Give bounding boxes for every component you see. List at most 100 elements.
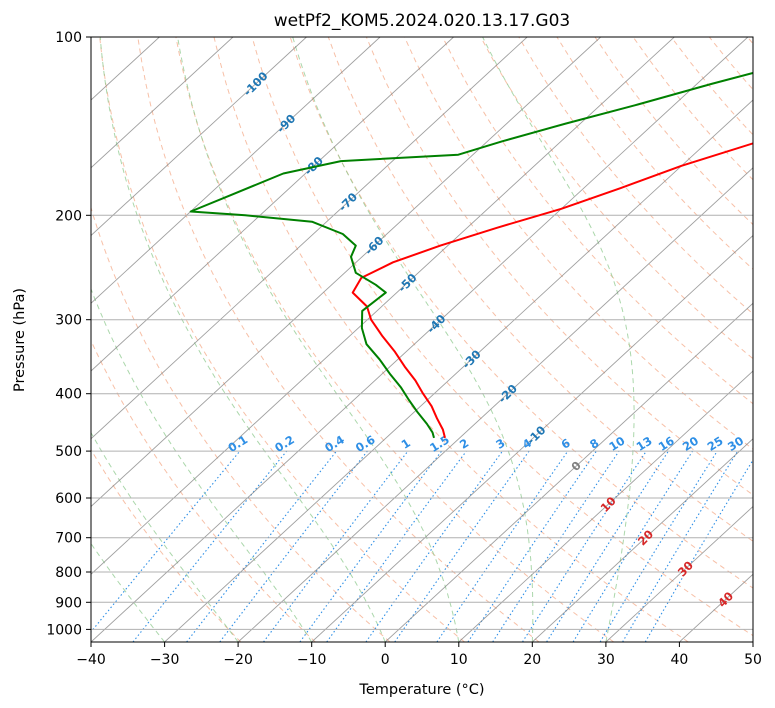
y-tick-label: 300 (55, 313, 82, 329)
isotherm-label: -60 (362, 233, 387, 258)
dry-adiabat-0 (91, 448, 242, 642)
isotherm-13 (605, 505, 753, 642)
y-tick-label: 200 (55, 208, 82, 224)
dry-adiabat-15 (556, 37, 753, 270)
isotherm-7 (164, 99, 753, 642)
x-axis-title: Temperature (°C) (358, 682, 484, 698)
chart-title: wetPf2_KOM5.2024.020.13.17.G03 (274, 11, 570, 31)
mixing-ratio-label: 1.5 (427, 432, 452, 455)
x-tick-label: 10 (450, 652, 468, 668)
mixing-ratio-label: 0.1 (225, 432, 250, 455)
isotherm-10 (384, 302, 753, 642)
mixing-ratio-line-7 (365, 450, 503, 642)
mixing-ratio-line-1 (132, 450, 288, 642)
mixing-ratio-line-5 (299, 450, 443, 642)
isotherm-11 (458, 370, 753, 642)
mixing-ratio-line-11 (492, 450, 620, 642)
mixing-ratio-line-4 (263, 450, 409, 642)
y-tick-label: 800 (55, 565, 82, 581)
dry-adiabat-14 (518, 37, 753, 315)
mixing-ratio-label: 2 (457, 436, 471, 452)
temperature-profile-line (351, 142, 753, 439)
mixing-ratio-line-2 (186, 450, 338, 642)
dry-adiabat-19 (708, 37, 753, 91)
dry-adiabat-4 (137, 37, 540, 642)
y-tick-label: 900 (55, 595, 82, 611)
x-tick-label: −10 (297, 652, 327, 668)
mixing-ratio-line-9 (436, 450, 569, 642)
dry-adiabat-20 (747, 37, 753, 45)
mixing-ratio-line-14 (572, 450, 694, 642)
isotherm-8 (237, 167, 753, 642)
dry-adiabat-1 (91, 339, 316, 642)
isotherm-12 (531, 438, 753, 642)
dry-adiabat-6 (213, 37, 689, 642)
isotherm-extra (752, 641, 753, 642)
x-tick-label: 20 (523, 652, 541, 668)
y-tick-label: 500 (55, 444, 82, 460)
moist-adiabat-2 (91, 287, 313, 642)
mixing-ratio-line-16 (622, 450, 739, 642)
y-tick-label: 600 (55, 491, 82, 507)
x-tick-label: −30 (150, 652, 180, 668)
y-axis-title: Pressure (hPa) (12, 288, 28, 392)
plot-frame (90, 36, 754, 643)
isotherm-3 (91, 37, 528, 440)
dry-adiabat-10 (365, 37, 753, 496)
mixing-ratio-line-17 (644, 458, 753, 642)
x-tick-label: −20 (223, 652, 253, 668)
moist-adiabat-1 (91, 431, 239, 642)
mixing-ratio-line-15 (599, 450, 718, 642)
y-tick-label: 700 (55, 531, 82, 547)
moist-adiabat-5 (292, 37, 534, 642)
isotherm-6 (91, 37, 749, 642)
dry-adiabat-13 (480, 37, 753, 360)
mixing-ratio-line-6 (326, 450, 467, 642)
dry-adiabat-2 (91, 206, 391, 642)
isotherm-0 (91, 37, 307, 237)
isotherm-label: -50 (395, 271, 420, 296)
isotherm-5 (91, 37, 675, 575)
dry-adiabat-3 (99, 37, 465, 642)
isotherm-extra (0, 37, 12, 642)
dewpoint-profile-line (189, 71, 753, 439)
dry-adiabat-7 (251, 37, 753, 637)
mixing-ratio-label: 0.4 (322, 432, 347, 455)
y-tick-label: 100 (55, 30, 82, 46)
x-tick-label: 30 (597, 652, 615, 668)
mixing-ratio-line-12 (522, 450, 647, 642)
isotherm-9 (311, 234, 753, 642)
isotherm-label: -70 (336, 190, 361, 215)
isotherm-1 (91, 37, 381, 304)
dry-adiabat-8 (289, 37, 753, 589)
dry-adiabat-11 (404, 37, 753, 450)
y-tick-label: 1000 (46, 622, 82, 638)
mixing-ratio-line-10 (467, 450, 597, 642)
x-tick-label: 40 (670, 652, 688, 668)
isotherm-label: -30 (459, 347, 484, 372)
x-tick-label: 50 (744, 652, 762, 668)
mixing-ratio-label: 0.6 (353, 432, 378, 455)
y-tick-label: 400 (55, 387, 82, 403)
isotherm-extra (91, 37, 234, 169)
isotherm-label: -20 (495, 381, 520, 406)
moist-adiabat-6 (482, 37, 635, 642)
mixing-ratio-label: 6 (559, 436, 573, 452)
isotherm-14 (679, 573, 753, 642)
mixing-ratio-line-13 (546, 450, 669, 642)
mixing-ratio-line-3 (219, 450, 368, 642)
moist-adiabat-3 (99, 37, 386, 642)
dry-adiabat-5 (175, 37, 614, 642)
mixing-ratio-label: 1 (399, 436, 413, 452)
x-tick-label: 0 (381, 652, 390, 668)
isotherm-label: -90 (274, 111, 299, 136)
moist-adiabat-4 (177, 37, 460, 642)
x-tick-label: −40 (76, 652, 106, 668)
mixing-ratio-label: 8 (587, 436, 601, 452)
isotherm-2 (91, 37, 454, 372)
isotherm-label: -100 (240, 69, 270, 99)
mixing-ratio-label: 0.2 (272, 432, 297, 455)
dry-adiabat-9 (327, 37, 753, 542)
isotherm-4 (91, 37, 602, 508)
